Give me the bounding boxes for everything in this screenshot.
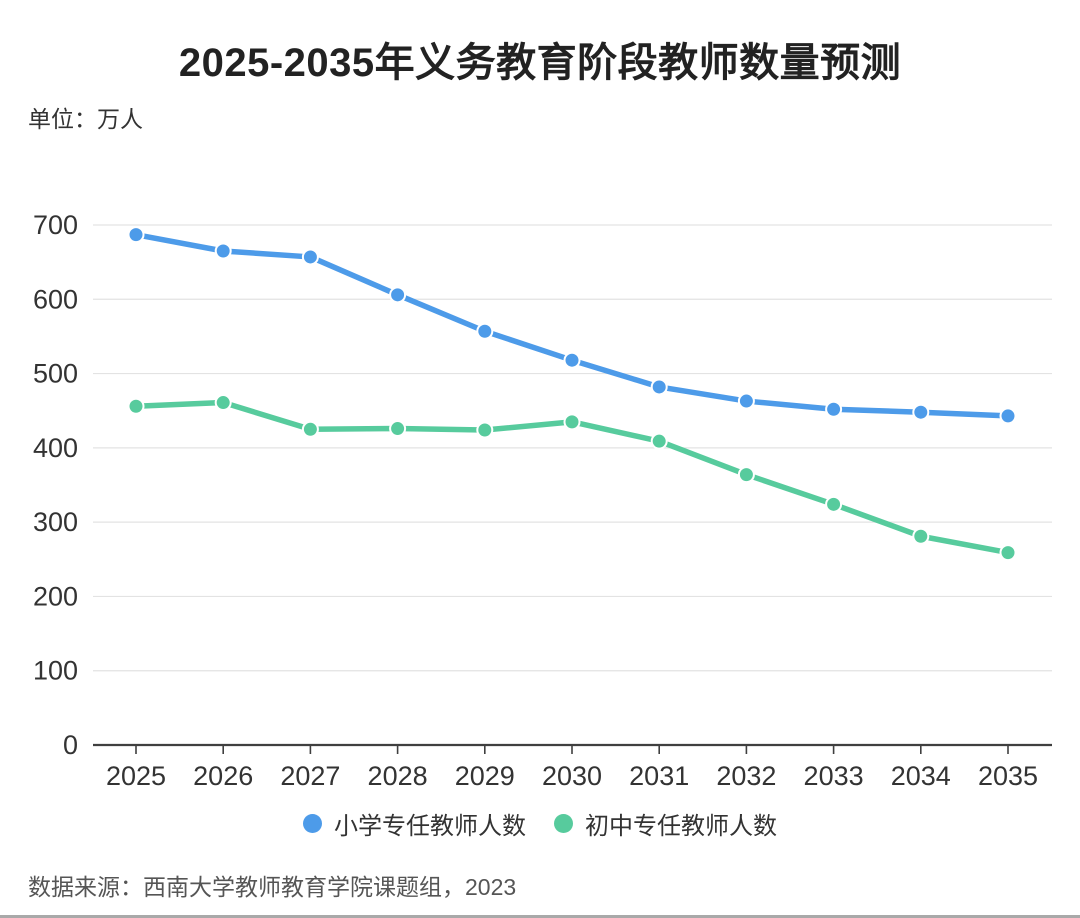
chart-legend: 小学专任教师人数 初中专任教师人数: [0, 806, 1080, 841]
legend-item-junior-teachers[interactable]: 初中专任教师人数: [554, 806, 777, 841]
data-point-1-2034[interactable]: [912, 527, 930, 545]
series-line-0: [133, 231, 1011, 419]
legend-label-primary: 小学专任教师人数: [334, 813, 526, 840]
x-axis-label-2027: 2027: [280, 761, 340, 791]
legend-dot-junior-icon: [554, 814, 573, 833]
data-point-1-2029[interactable]: [476, 421, 494, 439]
data-point-0-2032[interactable]: [737, 392, 755, 410]
y-axis-label-500: 500: [33, 359, 78, 389]
data-point-1-2028[interactable]: [389, 420, 407, 438]
x-axis-label-2030: 2030: [542, 761, 602, 791]
data-point-0-2031[interactable]: [650, 378, 668, 396]
y-axis-label-100: 100: [33, 656, 78, 686]
series-line-1: [133, 399, 1011, 556]
chart-title: 2025-2035年义务教育阶段教师数量预测: [178, 41, 902, 85]
y-axis-label-400: 400: [33, 433, 78, 463]
legend-item-primary-teachers[interactable]: 小学专任教师人数: [303, 806, 526, 841]
data-point-1-2027[interactable]: [301, 420, 319, 438]
data-point-0-2033[interactable]: [825, 400, 843, 418]
data-point-1-2032[interactable]: [737, 466, 755, 484]
legend-dot-primary-icon: [303, 814, 322, 833]
unit-label: 单位：万人: [28, 106, 143, 132]
data-point-0-2030[interactable]: [563, 351, 581, 369]
data-point-1-2025[interactable]: [127, 397, 145, 415]
x-axis-label-2031: 2031: [629, 761, 689, 791]
x-axis-label-2035: 2035: [978, 761, 1038, 791]
y-axis-label-300: 300: [33, 507, 78, 537]
data-point-0-2026[interactable]: [214, 242, 232, 260]
data-point-1-2026[interactable]: [214, 394, 232, 412]
x-axis-label-2032: 2032: [716, 761, 776, 791]
y-axis-label-0: 0: [63, 730, 78, 760]
y-axis-label-700: 700: [33, 210, 78, 240]
x-axis-label-2026: 2026: [193, 761, 253, 791]
data-point-0-2035[interactable]: [999, 407, 1017, 425]
data-point-1-2035[interactable]: [999, 544, 1017, 562]
line-chart-canvas: 0 100 200 300 400 500 600 700 2025 2026 2027 2028 20…: [33, 210, 1052, 791]
data-point-0-2029[interactable]: [476, 322, 494, 340]
data-point-0-2034[interactable]: [912, 403, 930, 421]
x-axis-label-2029: 2029: [455, 761, 515, 791]
x-axis-label-2034: 2034: [891, 761, 951, 791]
legend-label-junior: 初中专任教师人数: [585, 813, 777, 840]
data-point-1-2033[interactable]: [825, 495, 843, 513]
data-point-0-2027[interactable]: [301, 248, 319, 266]
y-axis-label-200: 200: [33, 581, 78, 611]
data-source: 数据来源：西南大学教师教育学院课题组，2023: [28, 874, 517, 900]
x-axis-label-2025: 2025: [106, 761, 166, 791]
y-axis-label-600: 600: [33, 284, 78, 314]
data-point-0-2028[interactable]: [389, 286, 407, 304]
data-point-1-2030[interactable]: [563, 413, 581, 431]
x-axis-label-2033: 2033: [804, 761, 864, 791]
data-point-0-2025[interactable]: [127, 226, 145, 244]
x-axis-label-2028: 2028: [368, 761, 428, 791]
data-point-1-2031[interactable]: [650, 432, 668, 450]
